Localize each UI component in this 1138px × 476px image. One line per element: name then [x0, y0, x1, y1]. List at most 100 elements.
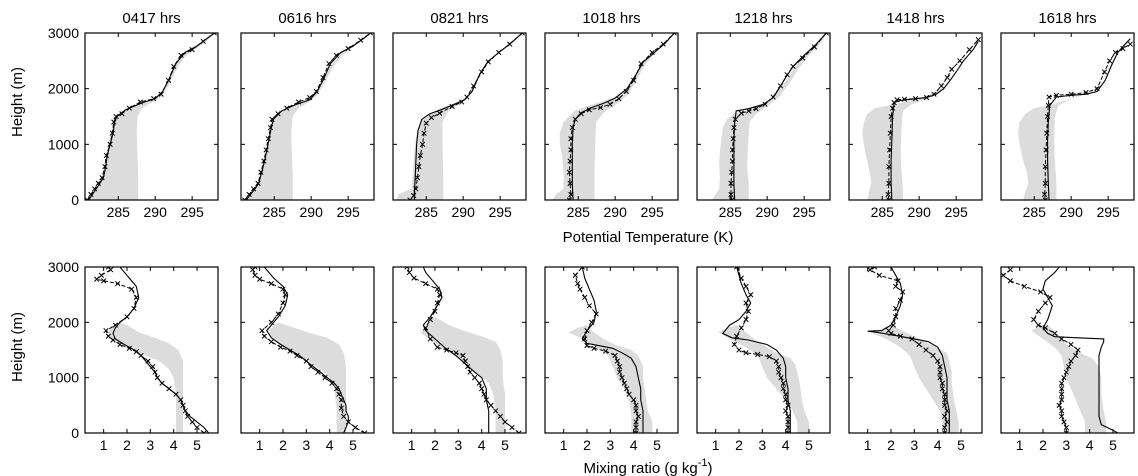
range-envelope	[421, 316, 505, 433]
observed-marker	[734, 333, 740, 339]
x-tick-label: 4	[1086, 437, 1094, 453]
observed-marker	[497, 413, 503, 420]
observed-marker	[1038, 289, 1044, 295]
observed-marker	[85, 197, 90, 200]
observed-marker	[428, 114, 435, 121]
x-tick-label: 4	[478, 437, 486, 453]
top-x-axis-label: Potential Temperature (K)	[563, 229, 734, 246]
observed-line	[1002, 269, 1079, 433]
observed-marker	[738, 325, 744, 331]
range-envelope	[718, 325, 809, 433]
panel-frame	[544, 266, 679, 434]
observed-marker	[1063, 369, 1069, 375]
observed-marker	[307, 94, 313, 101]
observed-marker	[416, 163, 422, 170]
observed-marker	[944, 419, 950, 425]
observed-marker	[294, 352, 300, 359]
observed-marker	[284, 105, 290, 111]
x-tick-label: 295	[488, 204, 512, 220]
observed-line	[568, 33, 675, 200]
observed-marker	[185, 413, 191, 420]
observed-marker	[138, 352, 144, 359]
observed-marker	[785, 424, 791, 431]
panel-plot-area	[568, 267, 653, 433]
observed-marker	[938, 83, 945, 89]
observed-marker	[1044, 113, 1051, 120]
observed-marker	[923, 347, 929, 353]
observed-marker	[568, 136, 574, 142]
observed-marker	[112, 322, 118, 328]
observed-marker	[98, 272, 104, 278]
observed-marker	[783, 391, 789, 397]
panel-plot-area	[242, 33, 373, 200]
x-tick-label: 2	[431, 437, 439, 453]
observed-marker	[785, 402, 791, 408]
observed-marker	[773, 358, 779, 364]
observed-marker	[937, 363, 943, 370]
observed-marker	[607, 101, 613, 107]
x-tick-label: 295	[336, 204, 360, 220]
observed-marker	[133, 294, 139, 301]
observed-line	[574, 267, 639, 433]
panel-plot-area	[94, 267, 210, 433]
observed-marker	[1083, 89, 1089, 96]
observed-marker	[460, 352, 466, 359]
observed-marker	[113, 113, 119, 120]
observed-marker	[942, 424, 948, 431]
observed-line	[733, 267, 789, 433]
observed-marker	[182, 408, 188, 414]
observed-marker	[1045, 102, 1051, 109]
observed-marker	[158, 91, 164, 97]
observed-marker	[268, 339, 274, 345]
observed-marker	[268, 319, 274, 325]
observed-marker	[476, 380, 482, 386]
observed-marker	[95, 180, 101, 186]
observed-marker	[1044, 130, 1050, 136]
observed-marker	[124, 314, 130, 320]
observed-marker	[329, 380, 335, 386]
observed-marker	[784, 72, 790, 78]
observed-marker	[211, 33, 217, 36]
range-envelope	[1018, 38, 1131, 200]
observed-marker	[890, 322, 896, 328]
observed-marker	[287, 348, 293, 354]
bottom-y-axis-label: Height (m)	[9, 312, 26, 382]
panel-time-title: 0417 hrs	[122, 10, 180, 27]
panel-plot-area	[711, 33, 829, 200]
observed-marker	[886, 327, 892, 334]
observed-marker	[178, 397, 184, 403]
observed-marker	[265, 136, 271, 142]
y-tick-label: 0	[71, 192, 79, 208]
observed-marker	[729, 147, 736, 153]
observed-marker	[728, 180, 734, 186]
observed-marker	[1127, 41, 1133, 47]
observed-marker	[189, 47, 195, 53]
x-tick-label: 5	[1109, 437, 1117, 453]
observed-marker	[502, 419, 508, 425]
observed-marker	[734, 267, 740, 270]
observed-marker	[352, 424, 358, 431]
panel-time-title: 0616 hrs	[278, 10, 336, 27]
observed-marker	[1059, 391, 1065, 397]
observed-marker	[885, 191, 891, 198]
observed-marker	[115, 280, 121, 287]
x-tick-label: 290	[144, 204, 168, 220]
observed-marker	[748, 292, 754, 298]
panel-time-title: 1218 hrs	[734, 10, 792, 27]
observed-marker	[569, 124, 575, 131]
model-line	[571, 33, 675, 200]
observed-marker	[612, 352, 618, 359]
panel-plot-area	[718, 267, 809, 433]
observed-marker	[1112, 49, 1119, 56]
observed-marker	[1061, 375, 1067, 381]
range-envelope	[552, 33, 675, 200]
observed-marker	[586, 107, 592, 113]
observed-marker	[730, 136, 736, 142]
observed-marker	[633, 424, 639, 431]
observed-marker	[252, 272, 258, 278]
x-tick-label: 3	[1062, 437, 1070, 453]
observed-marker	[776, 363, 782, 370]
observed-marker	[916, 341, 922, 348]
